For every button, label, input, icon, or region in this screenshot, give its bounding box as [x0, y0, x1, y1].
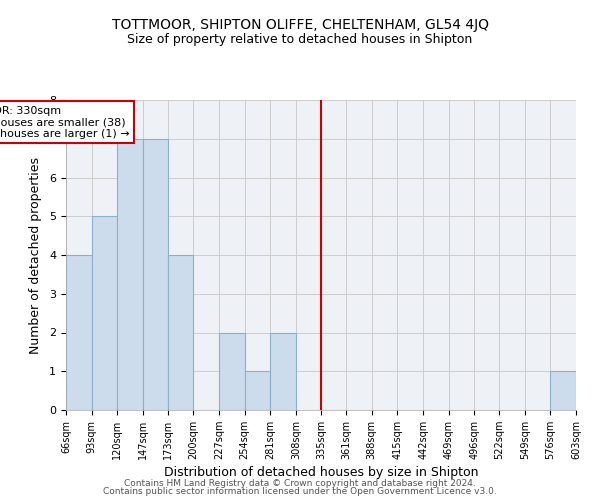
- Text: Size of property relative to detached houses in Shipton: Size of property relative to detached ho…: [127, 32, 473, 46]
- Bar: [550, 371, 576, 410]
- Bar: [219, 332, 245, 410]
- Text: TOTTMOOR, SHIPTON OLIFFE, CHELTENHAM, GL54 4JQ: TOTTMOOR, SHIPTON OLIFFE, CHELTENHAM, GL…: [112, 18, 488, 32]
- Bar: [92, 216, 117, 410]
- Bar: [245, 371, 270, 410]
- Bar: [66, 255, 92, 410]
- Bar: [143, 138, 167, 410]
- X-axis label: Distribution of detached houses by size in Shipton: Distribution of detached houses by size …: [164, 466, 478, 479]
- Text: Contains public sector information licensed under the Open Government Licence v3: Contains public sector information licen…: [103, 487, 497, 496]
- Bar: [117, 138, 143, 410]
- Bar: [270, 332, 296, 410]
- Text: Contains HM Land Registry data © Crown copyright and database right 2024.: Contains HM Land Registry data © Crown c…: [124, 478, 476, 488]
- Text: TOTTMOOR: 330sqm
← 97% of detached houses are smaller (38)
3% of semi-detached h: TOTTMOOR: 330sqm ← 97% of detached house…: [0, 106, 130, 139]
- Y-axis label: Number of detached properties: Number of detached properties: [29, 156, 42, 354]
- Bar: [167, 255, 193, 410]
